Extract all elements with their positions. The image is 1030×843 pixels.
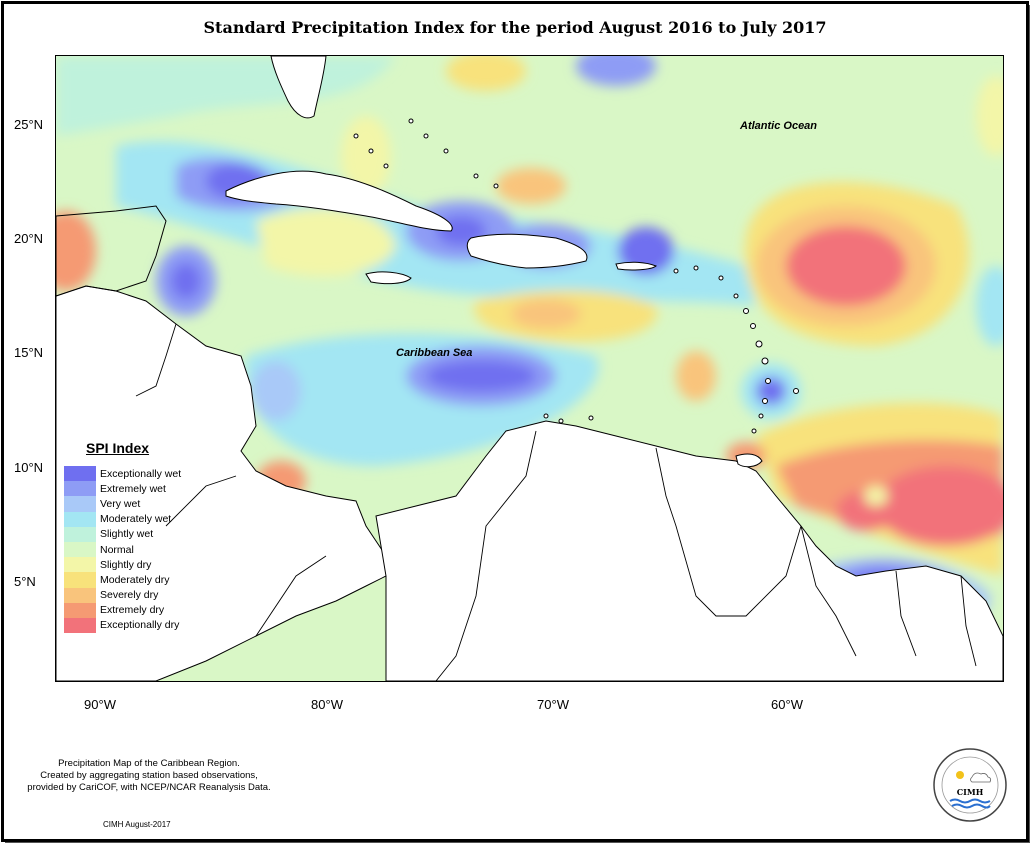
dry-east-top [976,76,1003,156]
credit-text: CIMH August-2017 [103,820,171,829]
map-title: Standard Precipitation Index for the per… [203,18,827,37]
wet-honduras [251,361,301,421]
lat-tick-5n: 5°N [14,574,36,589]
lon-tick-70w: 70°W [537,697,569,712]
legend-row: Moderately wet [64,511,214,527]
cloud-icon [970,772,992,783]
legend-label: Normal [100,543,134,556]
land-cuba [225,170,453,232]
legend-swatch [64,557,96,573]
legend-row: Extremely wet [64,481,214,497]
land-yucatan [56,205,167,297]
dry-turks [496,168,566,204]
legend-label: Exceptionally dry [100,619,180,632]
lesser-antilles [353,118,799,434]
lon-tick-80w: 80°W [311,697,343,712]
wet-east [976,266,1003,346]
legend-title: SPI Index [86,440,150,456]
dry-yucatan [56,211,96,291]
legend-swatch [64,511,96,527]
dry-top [446,56,526,91]
legend-row: Severely dry [64,587,214,603]
legend-label: Moderately dry [100,573,170,586]
legend-row: Exceptionally dry [64,617,214,634]
legend-row: Exceptionally wet [64,466,214,482]
land-puerto-rico [615,261,657,271]
legend-label: Extremely wet [100,482,166,495]
legend-label: Slightly wet [100,528,154,541]
spi-map [56,56,1003,681]
legend-row: Very wet [64,496,214,512]
legend-label: Severely dry [100,589,159,602]
lat-tick-10n: 10°N [14,460,44,475]
legend-swatch [64,481,96,497]
country-borders [135,323,977,681]
dry-atlantic-core [786,226,906,306]
spi-legend: SPI Index Exceptionally wet Extremely wet… [64,440,214,634]
legend-row: Normal [64,541,214,558]
legend-label: Slightly dry [100,558,152,571]
dry-barbados [676,351,716,401]
wet-top [576,56,656,86]
sun-icon [956,771,964,779]
legend-row: Extremely dry [64,602,214,618]
wave-icon-2 [951,803,991,809]
lat-tick-25n: 25°N [14,117,44,132]
lon-tick-60w: 60°W [771,697,803,712]
land-south-america [375,420,1003,681]
legend-label: Extremely dry [100,604,165,617]
legend-swatch [64,466,96,482]
land-masses [56,56,1003,681]
lon-tick-90w: 90°W [84,697,116,712]
caribbean-sea-label: Caribbean Sea [396,347,473,359]
wet-core-3 [171,263,201,299]
dry-se-core [876,466,1003,546]
logo-text: CIMH [957,787,984,797]
legend-swatch [64,602,96,618]
wave-icon [949,798,991,804]
legend-label: Exceptionally wet [100,467,182,480]
legend-label: Very wet [100,497,141,510]
legend-swatch [64,587,96,603]
land-trinidad [735,453,763,468]
legend-swatch [64,541,96,558]
land-florida [270,56,327,119]
cimh-logo: CIMH [933,748,1007,822]
dry-cuba [256,207,396,277]
legend-swatch [64,617,96,634]
wet-caribbean-center [426,360,536,392]
lat-tick-15n: 15°N [14,345,44,360]
map-panel[interactable] [55,55,1004,682]
footer-note-line-1: Precipitation Map of the Caribbean Regio… [58,758,240,769]
legend-label: Moderately wet [100,513,172,526]
footer-note-line-2: Created by aggregating station based obs… [40,770,258,781]
land-jamaica [365,271,412,285]
legend-rows: Exceptionally wet Extremely wet Very wet Mo… [64,466,214,634]
lat-tick-20n: 20°N [14,231,44,246]
footer-note-line-3: provided by CariCOF, with NCEP/NCAR Rean… [27,782,271,793]
legend-row: Slightly dry [64,557,214,573]
atlantic-ocean-label: Atlantic Ocean [740,120,818,132]
wet-antilles-core [756,377,786,405]
land-hispaniola [466,233,588,269]
legend-swatch [64,496,96,512]
legend-row: Slightly wet [64,526,214,542]
legend-row: Moderately dry [64,572,214,588]
logo-inner-ring [941,756,999,814]
footer-note: Precipitation Map of the Caribbean Regio… [14,758,284,794]
dry-core-sea [511,299,581,329]
legend-swatch [64,572,96,588]
legend-swatch [64,526,96,542]
dry-se-spot [864,486,888,506]
